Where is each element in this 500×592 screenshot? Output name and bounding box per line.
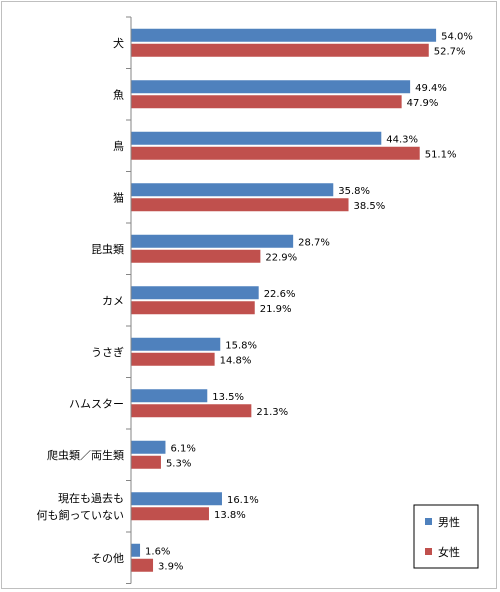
value-label-male-6: 15.8% [225,340,257,351]
value-label-female-4: 22.9% [265,252,297,263]
legend-swatch-female [425,548,432,555]
bar-male-1 [131,80,411,94]
value-label-female-9: 13.8% [214,510,246,521]
category-label-1: 魚 [113,88,124,101]
value-label-male-5: 22.6% [264,289,296,300]
value-label-female-7: 21.3% [256,407,288,418]
value-label-female-3: 38.5% [354,201,386,212]
value-label-female-10: 3.9% [158,561,183,572]
value-label-female-6: 14.8% [220,355,252,366]
legend-label-female: 女性 [438,545,460,559]
bar-female-8 [131,455,161,469]
bar-male-9 [131,492,222,506]
bar-female-3 [131,198,349,212]
bar-female-4 [131,249,261,263]
bar-female-5 [131,301,255,315]
category-label-10: その他 [91,552,124,565]
category-label-9-line-0: 現在も過去も [58,492,124,505]
legend-swatch-male [425,518,432,525]
value-label-female-0: 52.7% [434,46,466,57]
value-label-female-1: 47.9% [407,98,439,109]
category-label-9-line-1: 何も飼っていない [37,508,124,522]
bar-female-2 [131,146,420,160]
category-labels: 犬魚鳥猫昆虫類カメうさぎハムスター爬虫類／両生類現在も過去も何も飼っていないその… [37,36,124,565]
category-label-3: 猫 [113,191,124,204]
legend-label-male: 男性 [438,515,460,529]
legend-box [413,504,479,569]
bar-male-8 [131,440,166,454]
value-label-female-5: 21.9% [260,304,292,315]
bar-male-7 [131,389,208,403]
bar-male-4 [131,234,294,248]
category-label-4: 昆虫類 [91,243,124,256]
bar-male-10 [131,543,141,557]
axis-layer [126,16,132,584]
value-labels: 54.0% 52.7% 49.4% 47.9% 44.3% 51.1% 35.8% 38.5%… [145,31,473,572]
bar-male-2 [131,131,382,145]
value-label-male-7: 13.5% [212,392,244,403]
bar-male-6 [131,337,221,351]
bar-male-3 [131,183,334,197]
bar-female-7 [131,404,252,418]
value-label-male-10: 1.6% [145,546,170,557]
bar-male-0 [131,28,437,42]
value-label-male-8: 6.1% [170,443,195,454]
bar-female-6 [131,352,215,366]
value-label-male-1: 49.4% [415,83,447,94]
category-label-6: うさぎ [91,345,124,359]
bar-female-0 [131,43,429,57]
value-label-female-2: 51.1% [425,149,457,160]
value-label-male-4: 28.7% [298,237,330,248]
value-label-female-8: 5.3% [166,458,191,469]
bar-female-9 [131,507,209,521]
category-label-7: ハムスター [69,397,124,410]
bar-male-5 [131,286,259,300]
bar-female-10 [131,558,154,572]
bar-female-1 [131,95,402,109]
category-label-8: 爬虫類／両生類 [47,448,124,462]
bars-layer [131,28,437,572]
category-label-5: カメ [102,294,124,307]
value-label-male-9: 16.1% [227,495,259,506]
category-label-2: 鳥 [113,139,124,153]
category-label-0: 犬 [113,36,124,50]
value-label-male-2: 44.3% [386,134,418,145]
value-label-male-3: 35.8% [338,186,370,197]
value-label-male-0: 54.0% [441,31,473,42]
